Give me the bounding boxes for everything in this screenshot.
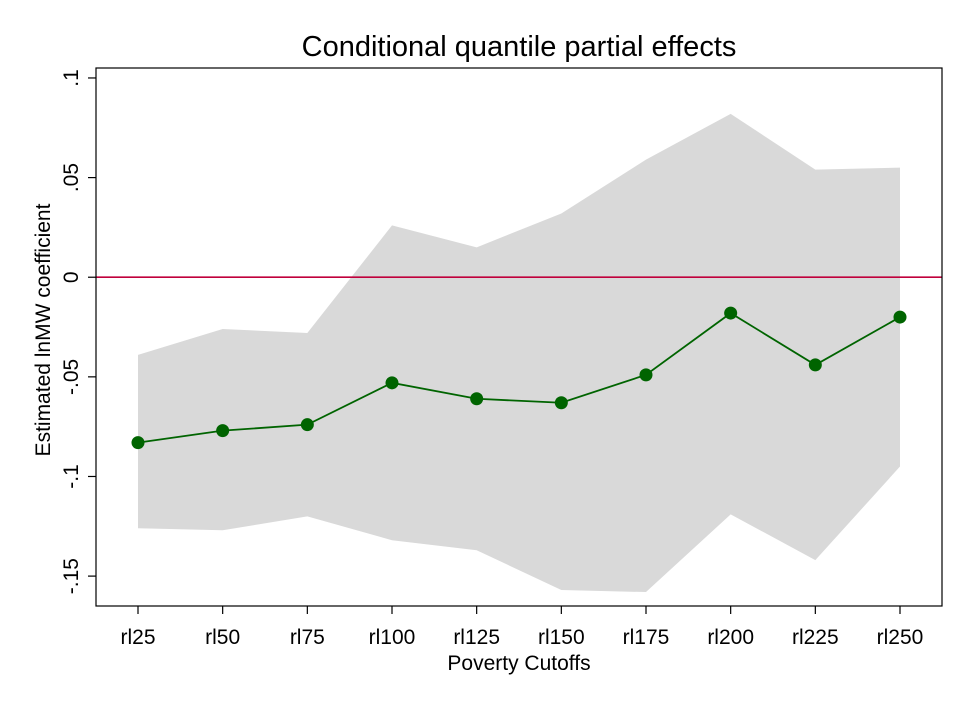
x-tick-label: rl175 <box>623 626 670 649</box>
x-tick-label: rl200 <box>707 626 754 649</box>
x-tick-label: rl75 <box>290 626 325 649</box>
x-tick-label: rl150 <box>538 626 585 649</box>
y-tick-label: -.15 <box>60 558 83 594</box>
estimate-point <box>470 392 484 406</box>
x-tick-label: rl125 <box>453 626 500 649</box>
x-tick-label: rl250 <box>877 626 924 649</box>
estimate-point <box>639 368 653 382</box>
estimate-line <box>137 312 901 444</box>
x-tick-label: rl25 <box>120 626 155 649</box>
confidence-band <box>138 113 900 593</box>
x-axis-label: Poverty Cutoffs <box>447 652 590 675</box>
estimate-point <box>724 306 738 320</box>
estimate-point <box>554 396 568 410</box>
x-tick-label: rl225 <box>792 626 839 649</box>
estimate-point <box>385 376 399 390</box>
estimate-point <box>216 424 230 438</box>
estimate-point <box>893 310 907 324</box>
y-tick-label: -.05 <box>60 359 83 395</box>
x-tick-label: rl100 <box>369 626 416 649</box>
y-tick-label: .05 <box>60 163 83 192</box>
plot-frame <box>95 67 943 607</box>
estimate-point <box>300 418 314 432</box>
x-tick-label: rl50 <box>205 626 240 649</box>
y-tick-label: 0 <box>60 271 83 283</box>
estimate-point <box>808 358 822 372</box>
axes: -.15 -.1 -.05 0 .05 .1 rl25 rl50 rl75 rl100 rl125 r… <box>60 69 923 649</box>
plot-area <box>96 113 942 593</box>
chart-title: Conditional quantile partial effects <box>302 31 737 63</box>
y-tick-label: .1 <box>60 69 83 87</box>
estimate-point <box>131 436 145 450</box>
y-tick-label: -.1 <box>60 464 83 489</box>
y-axis-label: Estimated lnMW coefficient <box>32 203 55 456</box>
